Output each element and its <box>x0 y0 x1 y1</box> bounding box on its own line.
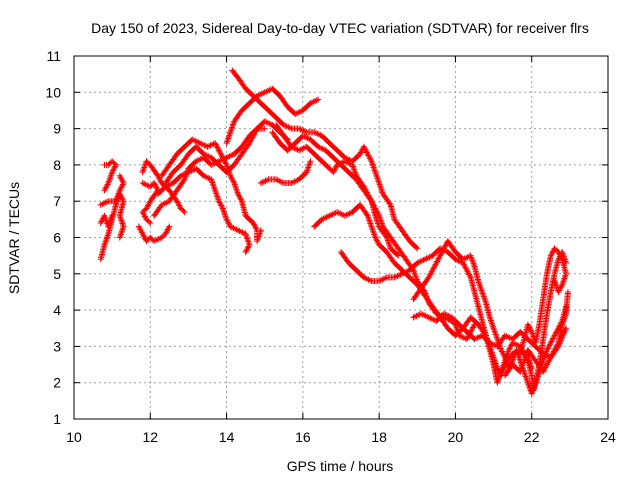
y-tick-label: 3 <box>53 338 61 354</box>
y-tick-label: 4 <box>53 302 61 318</box>
series-track <box>158 136 264 245</box>
data-point-marks <box>135 223 173 245</box>
y-tick-label: 1 <box>53 411 61 427</box>
data-point-marks <box>162 118 291 187</box>
y-tick-label: 9 <box>53 121 61 137</box>
data-point-marks <box>158 136 264 245</box>
data-point-marks <box>502 288 571 379</box>
series-track <box>97 172 127 208</box>
series-track <box>410 238 570 397</box>
data-point-marks <box>154 165 253 256</box>
chart-title: Day 150 of 2023, Sidereal Day-to-day VTE… <box>91 20 589 36</box>
x-tick-label: 22 <box>524 429 540 445</box>
x-tick-label: 12 <box>142 429 158 445</box>
y-tick-label: 10 <box>45 84 61 100</box>
series-track <box>135 223 173 245</box>
y-tick-label: 8 <box>53 157 61 173</box>
data-point-marks <box>97 212 116 230</box>
y-tick-label: 5 <box>53 266 61 282</box>
data-marks <box>97 67 571 397</box>
data-point-marks <box>97 172 127 208</box>
data-point-marks <box>257 158 314 187</box>
y-tick-label: 11 <box>46 48 61 64</box>
x-tick-label: 18 <box>371 429 387 445</box>
x-tick-label: 24 <box>600 429 616 445</box>
series-track <box>517 245 570 357</box>
series-track <box>257 158 314 187</box>
x-tick-label: 14 <box>219 429 235 445</box>
series-track <box>154 165 253 256</box>
y-tick-label: 7 <box>53 193 61 209</box>
y-axis-label: SDTVAR / TECUs <box>6 182 22 294</box>
series-track <box>502 288 571 379</box>
series-track <box>97 190 127 263</box>
y-tick-label: 2 <box>53 375 61 391</box>
data-point-marks <box>101 158 119 194</box>
data-point-marks <box>229 67 421 252</box>
series-track <box>229 67 421 252</box>
x-tick-label: 16 <box>295 429 311 445</box>
plot-frame <box>73 55 609 420</box>
data-point-marks <box>410 238 570 397</box>
data-point-marks <box>223 85 322 147</box>
data-point-marks <box>517 245 570 357</box>
series-track <box>97 212 116 230</box>
x-tick-label: 10 <box>66 429 82 445</box>
data-point-marks <box>97 190 127 263</box>
series-track <box>162 118 291 187</box>
series-track <box>101 158 119 194</box>
series-track <box>273 121 402 259</box>
series-0 <box>97 67 571 397</box>
x-tick-label: 20 <box>448 429 464 445</box>
data-point-marks <box>273 121 402 259</box>
x-axis-label: GPS time / hours <box>287 458 394 474</box>
series-track <box>223 85 322 147</box>
y-tick-label: 6 <box>53 230 61 246</box>
